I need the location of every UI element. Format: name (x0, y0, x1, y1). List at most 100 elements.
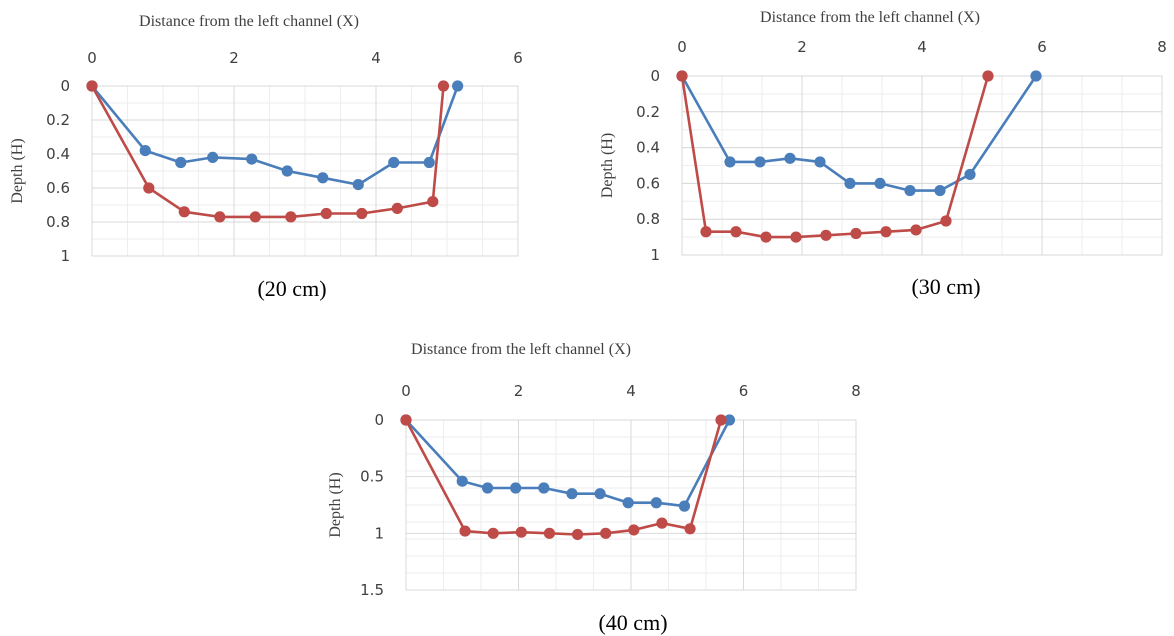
series-2-point (820, 229, 832, 241)
series-2-point (700, 226, 712, 238)
series-1-point (352, 179, 364, 191)
series-1-point (538, 482, 550, 494)
chart-40cm: 0 2 4 6 8 0 0.5 1 1.5 Distance from the left chan… (327, 341, 861, 635)
series-1-point (281, 165, 293, 177)
series-2-point (760, 231, 772, 243)
y-axis-title: Depth (H) (327, 472, 344, 537)
series-2-point (320, 207, 332, 220)
y-tick-label: 0.2 (636, 103, 660, 121)
y-tick-label: 1 (60, 247, 70, 265)
series-1-point (423, 156, 435, 169)
series-1-point (246, 153, 258, 165)
series-1-point (754, 156, 766, 168)
x-tick-label: 2 (229, 49, 239, 67)
x-axis-title: Distance from the left channel (X) (760, 9, 980, 26)
y-axis-title: Depth (H) (599, 133, 616, 198)
y-tick-label: 0 (374, 411, 384, 429)
series-2-point (459, 525, 471, 537)
series-1-point (934, 184, 946, 197)
series-1-point (1030, 70, 1042, 82)
x-tick-label: 4 (371, 49, 381, 67)
series-1-point (723, 414, 736, 426)
x-tick-label: 6 (513, 49, 523, 67)
y-tick-label: 0.5 (360, 468, 384, 486)
chart-caption: (20 cm) (257, 276, 326, 301)
series-2-point (515, 526, 527, 538)
series-2-point (730, 226, 742, 238)
series-1-point (904, 184, 916, 197)
series-2-point (790, 231, 802, 243)
x-tick-label: 2 (514, 382, 524, 400)
series-2-point (178, 206, 190, 218)
series-1-point (874, 177, 886, 189)
series-2-point (656, 517, 668, 529)
series-2-point (982, 70, 994, 82)
series-2-point (86, 80, 98, 92)
series-1-point (622, 497, 634, 509)
x-tick-label: 4 (626, 382, 636, 400)
series-1-point (510, 482, 522, 494)
series-1-point (207, 151, 219, 163)
series-2-point (880, 226, 892, 238)
x-tick-label: 4 (917, 38, 927, 56)
series-2-point (249, 211, 261, 223)
chart-caption: (40 cm) (598, 610, 667, 635)
series-1-point (814, 156, 826, 168)
series-2-point (676, 70, 688, 82)
series-1-point (175, 156, 187, 169)
series-2-point (427, 196, 439, 208)
series-2-point (214, 211, 226, 223)
y-tick-label: 0.4 (636, 139, 660, 157)
series-1-point (724, 156, 736, 168)
y-tick-label: 0.4 (46, 145, 70, 163)
chart-20cm: 0 2 4 6 0 0.2 0.4 0.6 0.8 1 Distance from the left… (9, 13, 523, 301)
series-2-point (391, 202, 403, 214)
x-tick-label: 6 (739, 382, 749, 400)
series-2-point (571, 528, 584, 541)
series-2-point (940, 215, 952, 227)
y-tick-label: 0.8 (636, 210, 660, 228)
series-2-point (628, 524, 640, 536)
series-2-point (600, 527, 612, 539)
series-2-point (543, 527, 556, 539)
series-1-point (566, 488, 578, 500)
series-2-point (487, 527, 499, 539)
y-tick-label: 0 (60, 77, 70, 95)
series-1-point (964, 168, 976, 181)
x-axis-title: Distance from the left channel (X) (411, 341, 631, 358)
y-tick-label: 0.6 (46, 179, 70, 197)
y-tick-label: 0.8 (46, 213, 70, 231)
series-1-point (481, 482, 494, 494)
x-tick-label: 2 (797, 38, 807, 56)
series-2-point (285, 211, 297, 223)
series-1-point (650, 497, 662, 509)
chart-30cm: 0 2 4 6 8 0 0.2 0.4 0.6 0.8 1 Distance from the lef… (599, 9, 1167, 299)
chart-caption: (30 cm) (911, 274, 980, 299)
x-tick-label: 0 (677, 38, 687, 56)
series-1-point (456, 475, 468, 487)
series-1-point (784, 152, 796, 164)
y-tick-label: 0.2 (46, 111, 70, 129)
series-1-point (388, 156, 400, 169)
series-2-point (143, 182, 155, 194)
series-1-point (317, 172, 329, 184)
series-2-point (437, 80, 450, 92)
x-tick-label: 6 (1037, 38, 1047, 56)
plot-area (91, 85, 519, 257)
series-1-point (452, 80, 464, 92)
x-tick-label: 8 (851, 382, 861, 400)
y-tick-label: 1 (374, 524, 384, 542)
series-1-point (844, 177, 856, 189)
plot-area (681, 75, 1163, 256)
plot-area (405, 419, 857, 591)
series-2-point (910, 224, 922, 236)
series-2-point (684, 523, 696, 535)
series-1-line (90, 85, 459, 186)
series-2-point (356, 207, 368, 220)
y-tick-label: 0.6 (636, 174, 660, 192)
x-axis-title: Distance from the left channel (X) (139, 13, 359, 30)
y-tick-label: 1.5 (360, 581, 384, 599)
series-2-point (400, 414, 412, 426)
x-tick-label: 0 (87, 49, 97, 67)
